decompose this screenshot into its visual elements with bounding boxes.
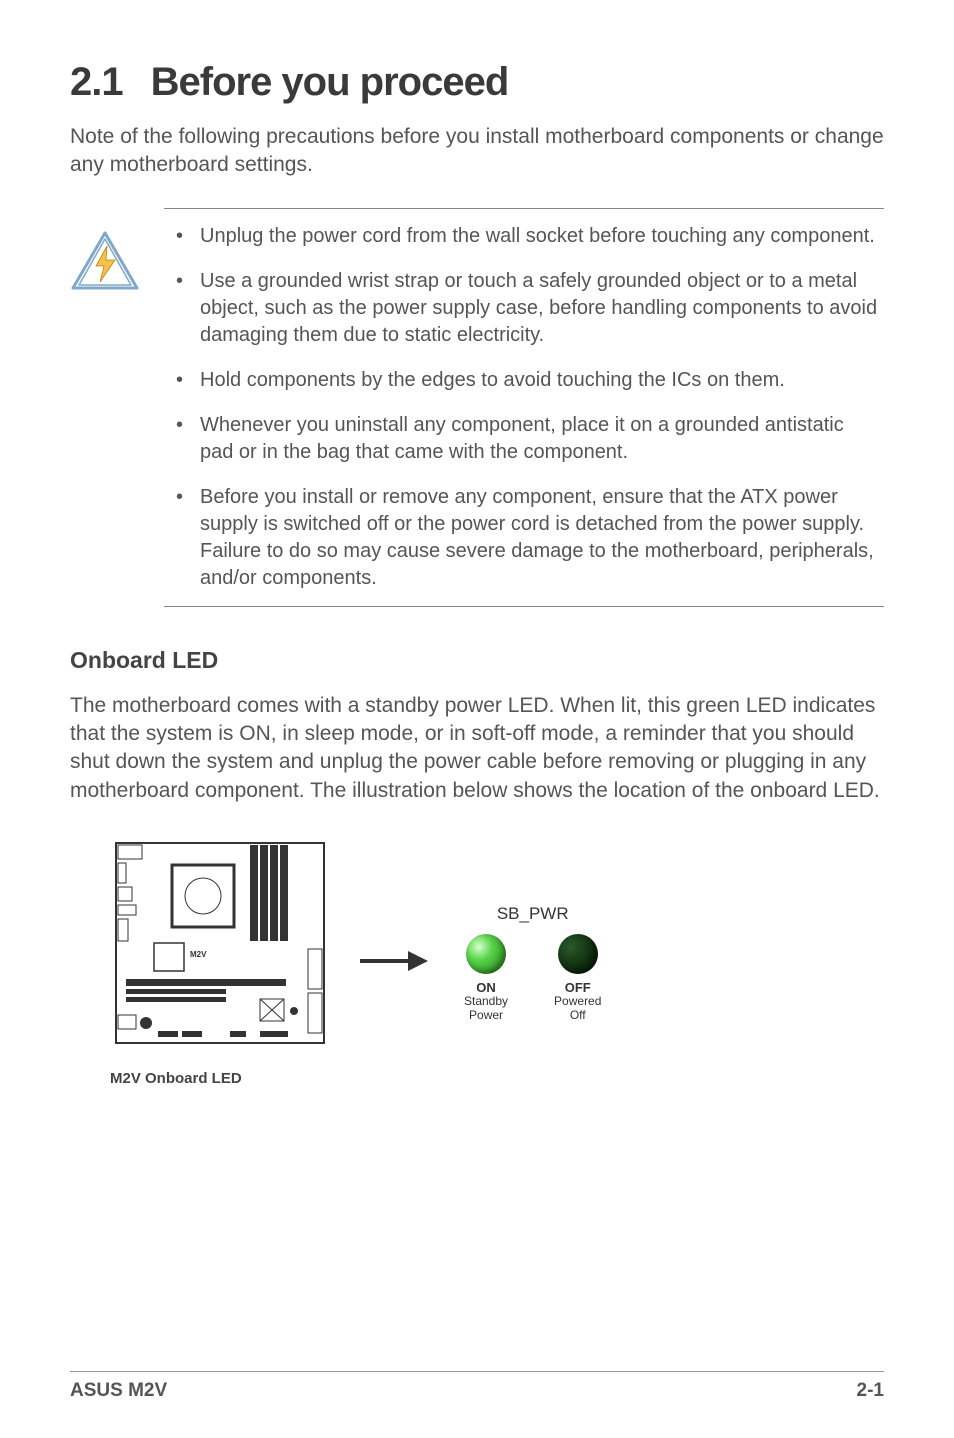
list-item: Whenever you uninstall any component, pl… [166,412,878,466]
body-paragraph: The motherboard comes with a standby pow… [70,692,884,805]
led-on-column: ON Standby Power [464,934,508,1021]
page-footer: ASUS M2V 2-1 [70,1371,884,1402]
led-diagram: M2V M2V Onboard LED [110,839,884,1087]
warning-callout: Unplug the power cord from the wall sock… [70,208,884,607]
footer-page-number: 2-1 [857,1380,884,1402]
list-item: Hold components by the edges to avoid to… [166,367,878,394]
led-off-sub2: Off [570,1009,586,1022]
led-states: SB_PWR ON Standby Power OFF Powered Off [464,904,601,1021]
board-model-label: M2V [190,950,207,959]
section-number: 2.1 [70,60,123,104]
arrow-icon [358,947,428,980]
list-item: Use a grounded wrist strap or touch a sa… [166,268,878,349]
footer-left: ASUS M2V [70,1380,167,1402]
section-heading: Before you proceed [151,60,509,104]
section-title: 2.1 Before you proceed [70,60,884,105]
led-on-sub2: Power [469,1009,503,1022]
led-on-label: ON [476,980,496,995]
led-off-indicator [558,934,598,974]
board-caption: M2V Onboard LED [110,1070,330,1087]
led-off-sub1: Powered [554,995,601,1008]
led-off-label: OFF [565,980,591,995]
warning-list: Unplug the power cord from the wall sock… [166,223,878,592]
subsection-heading: Onboard LED [70,647,884,674]
led-row: ON Standby Power OFF Powered Off [464,934,601,1021]
intro-paragraph: Note of the following precautions before… [70,123,884,180]
led-on-indicator [466,934,506,974]
motherboard-illustration: M2V M2V Onboard LED [110,839,330,1087]
led-header-label: SB_PWR [497,904,569,924]
warning-icon [70,230,140,297]
led-off-column: OFF Powered Off [554,934,601,1021]
warning-list-container: Unplug the power cord from the wall sock… [164,208,884,607]
list-item: Unplug the power cord from the wall sock… [166,223,878,250]
led-on-sub1: Standby [464,995,508,1008]
list-item: Before you install or remove any compone… [166,484,878,592]
